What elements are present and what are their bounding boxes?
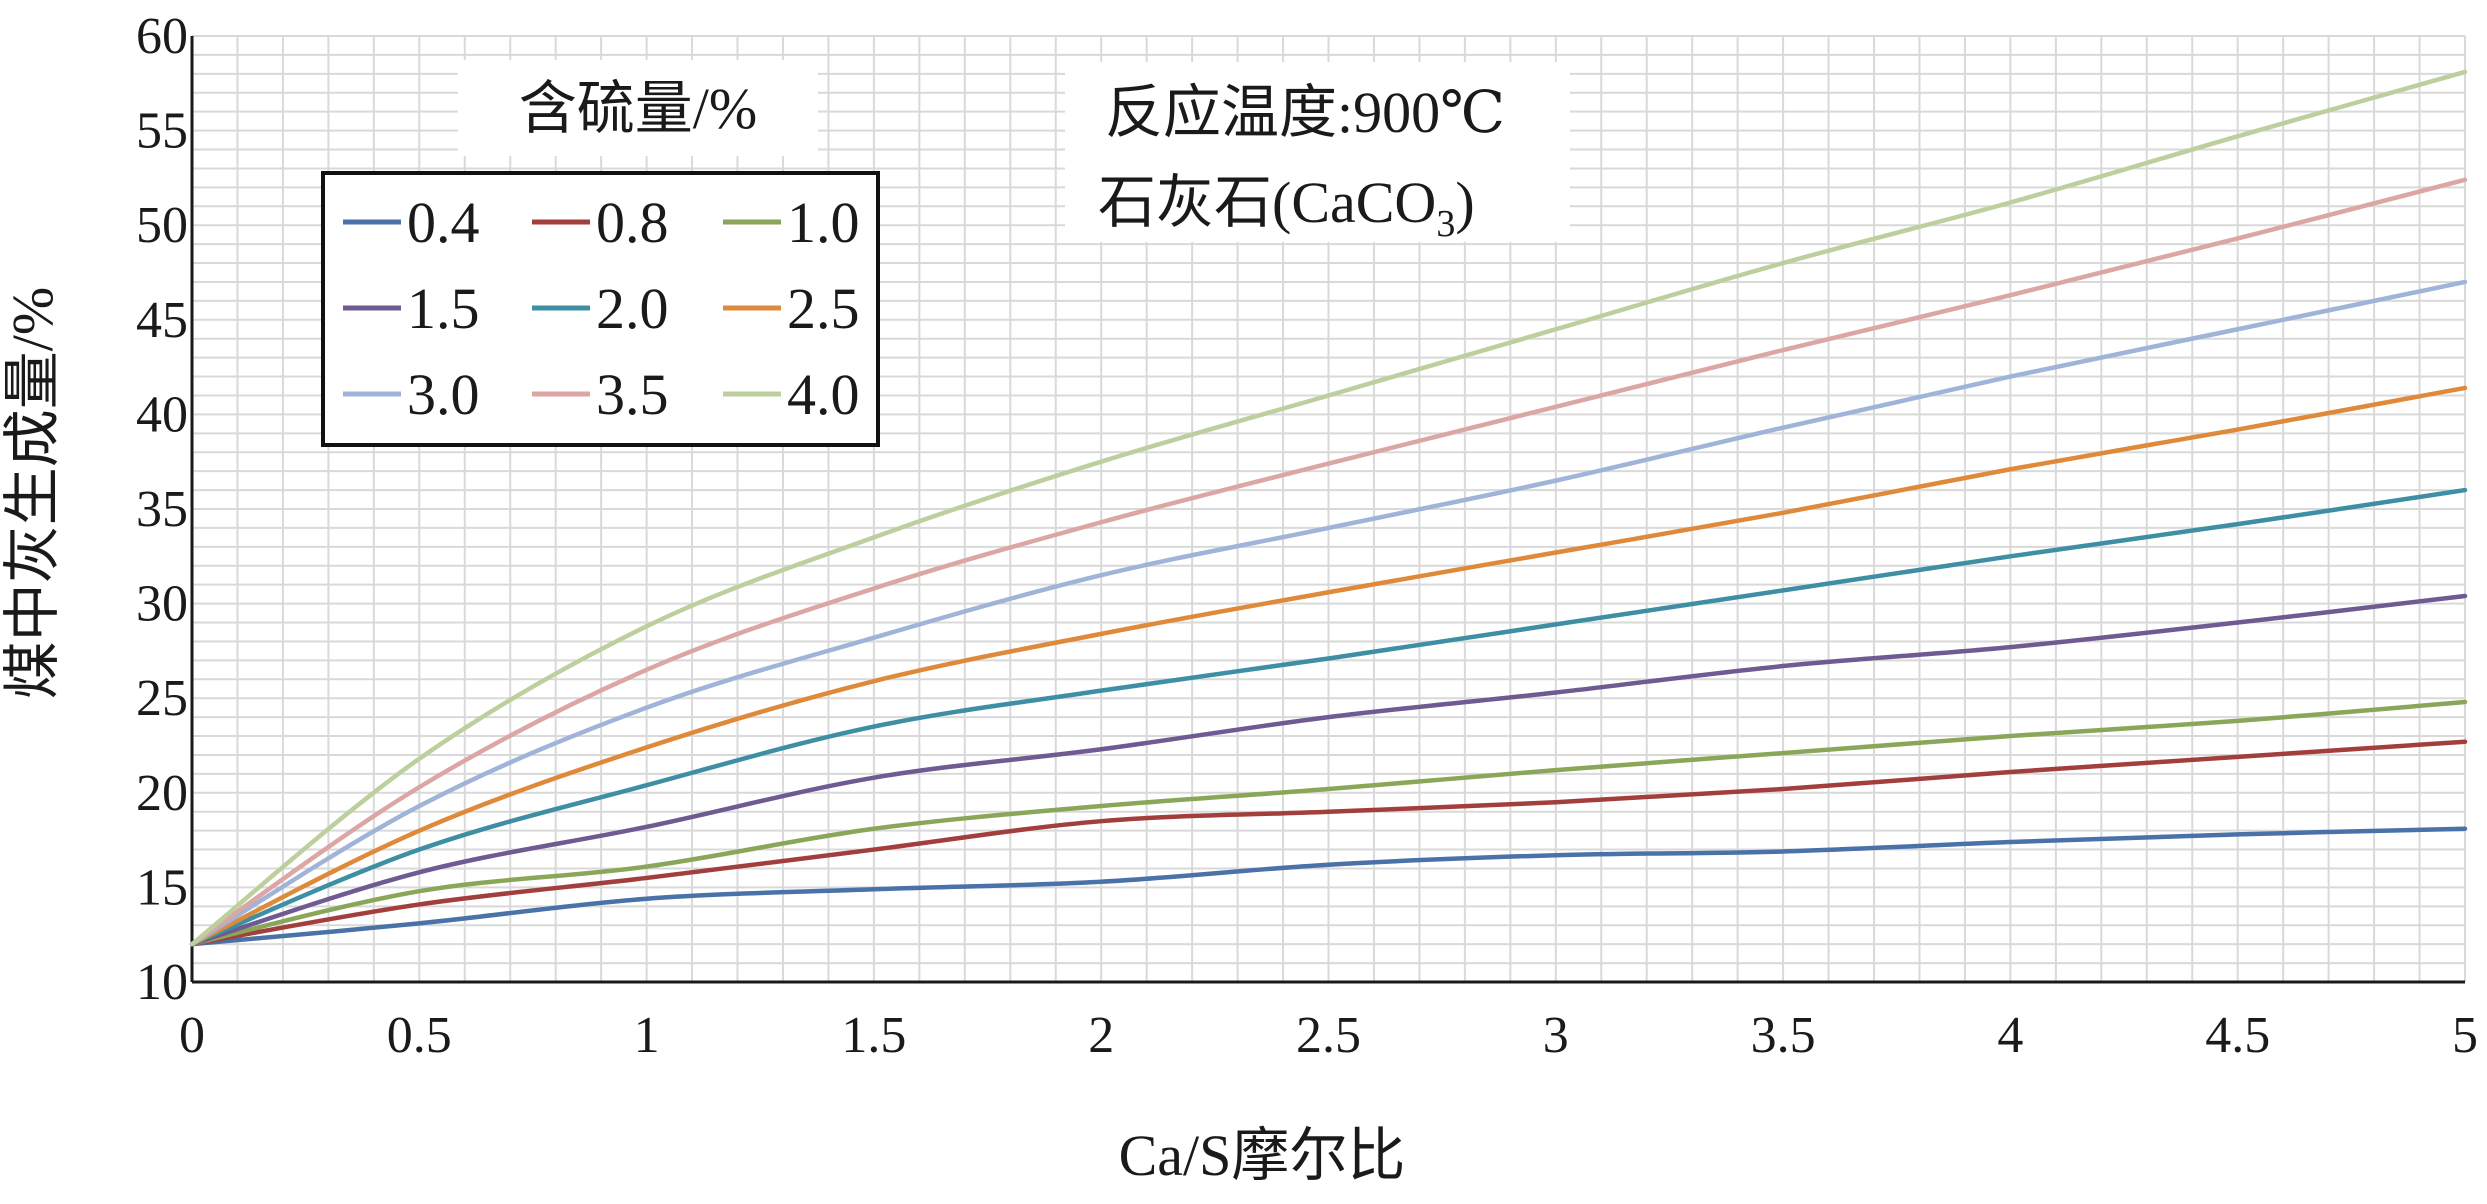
x-tick-label: 4.5 [2205,1007,2270,1064]
y-tick-label: 40 [136,386,188,443]
y-tick-label: 50 [136,197,188,254]
y-axis-label: 煤中灰生成量/% [0,287,65,699]
x-tick-labels: 0 0.5 1 1.5 2 2.5 3 3.5 4 4.5 5 [179,1007,2478,1064]
legend-entry-label: 2.5 [787,276,860,341]
series-line-0.4 [189,826,2468,947]
x-tick-label: 2 [1088,1007,1114,1064]
x-tick-label: 0 [179,1007,205,1064]
legend-title-bg [458,60,818,156]
legend-title: 含硫量/% [519,76,757,141]
series-line-2.5 [189,385,2468,947]
annotation-line2-end: ) [1455,170,1474,235]
series-lines [189,69,2468,947]
x-tick-label: 4 [1997,1007,2023,1064]
series-line-2.0 [189,487,2468,947]
x-tick-label: 2.5 [1296,1007,1361,1064]
annotation-bg [1065,62,1570,242]
y-tick-label: 15 [136,859,188,916]
y-tick-label: 55 [136,103,188,160]
series-line-1.5 [189,593,2468,947]
annotation-line1: 反应温度:900℃ [1105,80,1505,145]
legend-entry-label: 1.5 [407,276,480,341]
x-tick-label: 1.5 [841,1007,906,1064]
legend-entry-label: 4.0 [787,362,860,427]
legend: 0.4 0.8 1.0 1.5 2.0 2.5 3.0 3.5 4.0 [321,171,880,447]
x-tick-label: 5 [2452,1007,2478,1064]
legend-entry-label: 1.0 [787,190,860,255]
y-tick-label: 20 [136,765,188,822]
x-tick-label: 3 [1543,1007,1569,1064]
series-line-4.0 [189,69,2468,947]
y-tick-label: 35 [136,481,188,538]
y-tick-label: 10 [136,954,188,1011]
legend-entry-label: 3.5 [596,362,669,427]
series-line-1.0 [189,699,2468,947]
legend-entry-label: 0.8 [596,190,669,255]
y-tick-label: 60 [136,8,188,65]
x-tick-label: 0.5 [387,1007,452,1064]
series-line-3.0 [189,279,2468,947]
axes [190,36,2465,984]
annotation-line2: 石灰石(CaCO3) [1098,170,1475,245]
x-tick-label: 3.5 [1751,1007,1816,1064]
legend-box [321,171,880,447]
legend-entry-label: 2.0 [596,276,669,341]
y-tick-labels: 10 15 20 25 30 35 40 45 50 55 60 [136,8,188,1011]
y-tick-label: 45 [136,292,188,349]
y-tick-label: 25 [136,670,188,727]
x-tick-label: 1 [634,1007,660,1064]
annotation-line2-subscript: 3 [1436,203,1455,245]
legend-entry-label: 3.0 [407,362,480,427]
y-tick-label: 30 [136,576,188,633]
series-line-3.5 [189,177,2468,947]
series-line-0.8 [189,739,2468,947]
legend-entry-label: 0.4 [407,190,480,255]
annotation-line2-main: 石灰石(CaCO [1098,170,1436,235]
x-axis-label: Ca/S摩尔比 [1119,1123,1406,1188]
